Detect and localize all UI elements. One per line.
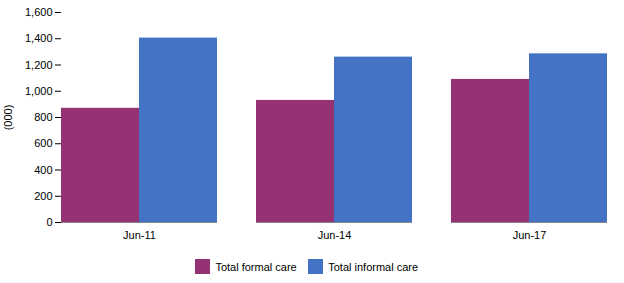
svg-text:1,000: 1,000 xyxy=(25,85,53,97)
svg-text:200: 200 xyxy=(34,190,52,202)
svg-text:Jun-17: Jun-17 xyxy=(513,229,547,241)
svg-text:1,200: 1,200 xyxy=(25,59,53,71)
html-text:Total informal care: Total informal care xyxy=(328,260,419,273)
html-text:Total formal care: Total formal care xyxy=(215,260,297,273)
svg-text:1,600: 1,600 xyxy=(25,6,53,18)
svg-text:400: 400 xyxy=(34,164,52,176)
svg-text:Jun-11: Jun-11 xyxy=(123,229,156,241)
svg-text:(000): (000) xyxy=(2,105,14,131)
svg-text:800: 800 xyxy=(34,111,52,123)
svg-text:0: 0 xyxy=(46,216,52,228)
svg-text:Jun-14: Jun-14 xyxy=(318,229,352,241)
svg-text:1,400: 1,400 xyxy=(25,32,53,44)
svg-text:600: 600 xyxy=(34,137,52,149)
